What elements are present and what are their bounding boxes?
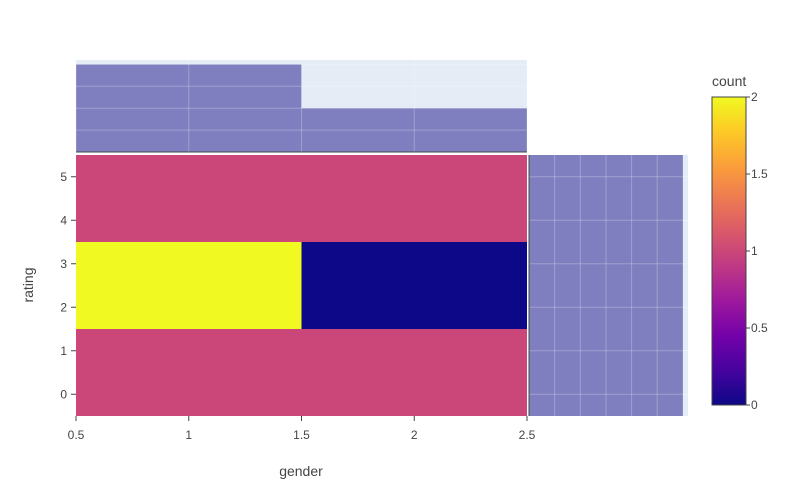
y-tick-label: 4	[60, 213, 67, 227]
y-axis: 0 1 2 3 4 5	[60, 170, 76, 401]
x-axis: 0.5 1 1.5 2 2.5	[68, 416, 536, 442]
colorbar-tick-label: 1.5	[751, 167, 768, 181]
marginal-y-histogram	[528, 155, 688, 416]
x-tick-label: 1	[185, 428, 192, 442]
y-tick-label: 1	[60, 344, 67, 358]
colorbar-tick-label: 0	[751, 398, 758, 412]
x-tick-label: 1.5	[293, 428, 310, 442]
colorbar-tick-label: 1	[751, 244, 758, 258]
y-tick-label: 5	[60, 170, 67, 184]
heatmap-cell	[76, 155, 302, 242]
heatmap-cell	[301, 155, 527, 242]
colorbar: 0 0.5 1 1.5 2	[711, 90, 768, 412]
colorbar-gradient	[711, 96, 747, 406]
x-axis-title: gender	[279, 463, 323, 479]
y-tick-label: 3	[60, 257, 67, 271]
marginal-x-bar	[301, 108, 527, 152]
colorbar-tick-label: 2	[751, 90, 758, 104]
colorbar-tick-label: 0.5	[751, 321, 768, 335]
heatmap-cell	[301, 242, 527, 329]
marginal-y-bar	[529, 155, 683, 416]
heatmap-cell	[301, 329, 527, 416]
y-tick-label: 0	[60, 387, 67, 401]
x-tick-label: 0.5	[68, 428, 85, 442]
y-tick-label: 2	[60, 300, 67, 314]
x-tick-label: 2.5	[519, 428, 536, 442]
y-axis-title: rating	[20, 267, 36, 302]
colorbar-title: count	[712, 73, 746, 89]
heatmap-cell	[76, 329, 302, 416]
heatmap-cell	[76, 242, 302, 329]
heatmap	[76, 155, 527, 416]
x-tick-label: 2	[411, 428, 418, 442]
marginal-x-bar	[76, 64, 302, 152]
marginal-x-histogram	[75, 60, 528, 153]
